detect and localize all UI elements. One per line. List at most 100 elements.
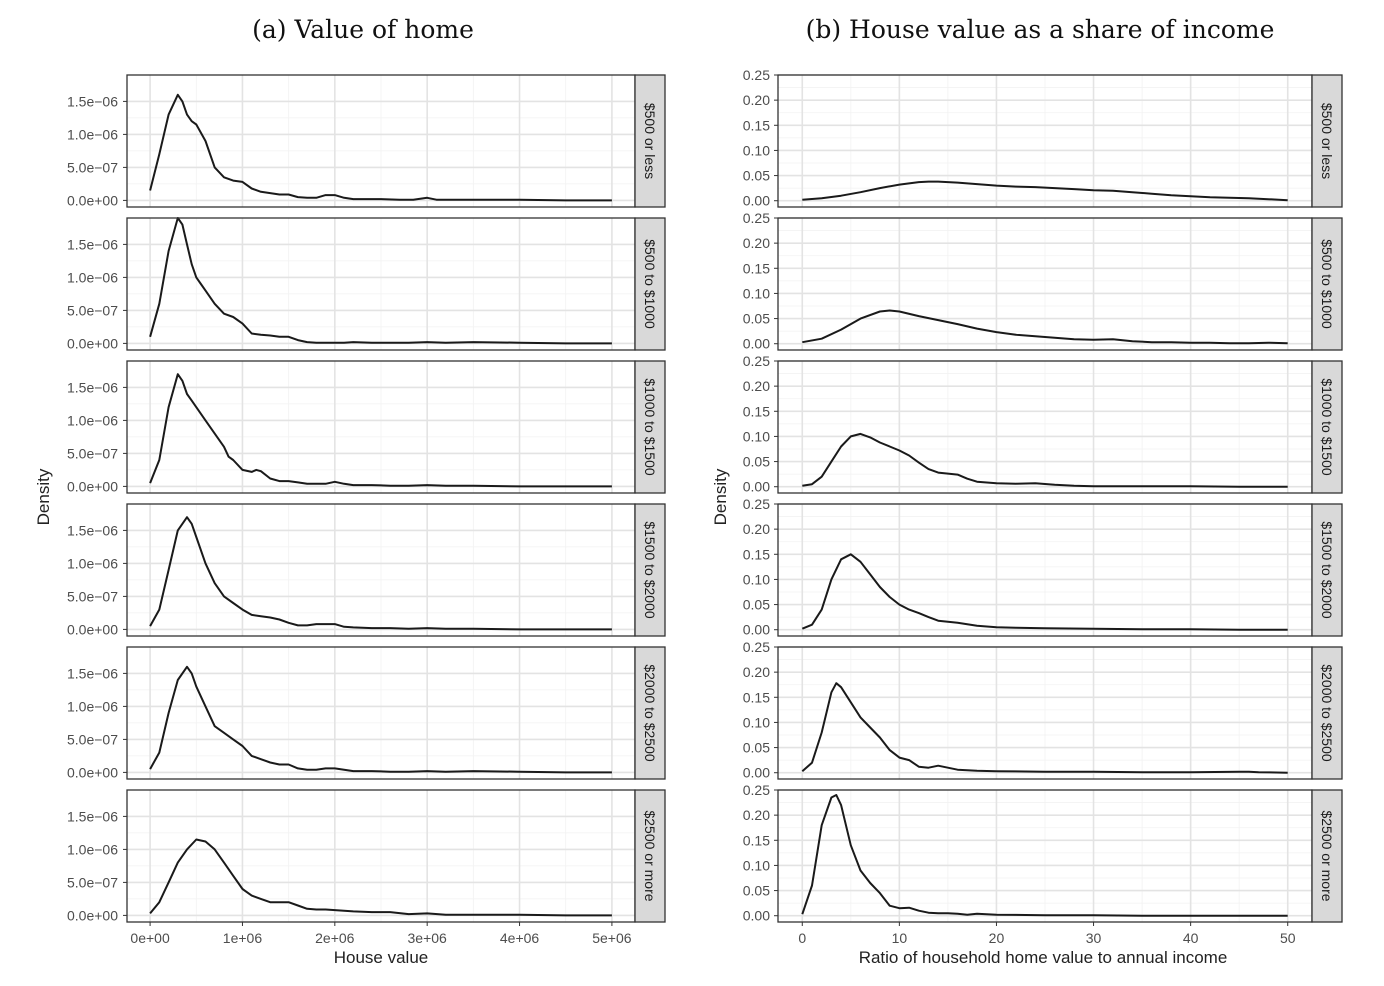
- facet-strip: [634, 74, 666, 208]
- y-tick-label: 0.15: [743, 832, 770, 848]
- density-line-500-to-1000: [802, 309, 1288, 345]
- y-tick-label: 0.15: [743, 260, 770, 276]
- density-line-500-or-less: [149, 93, 612, 202]
- y-tick-label: 1.0e−06: [67, 698, 118, 714]
- strip-label-2500-or-more: $2500 or more: [1319, 810, 1335, 901]
- y-tick-label: 0.0e+00: [67, 192, 118, 208]
- density-line-1500-to-2000: [149, 516, 612, 631]
- strip-label-2000-to-2500: $2000 to $2500: [1319, 664, 1335, 762]
- facet-a-500-or-less: 0.0e+00 5.0e−07 1.0e−06 1.5e−06 $500 or less: [67, 74, 666, 208]
- y-tick-label: 0.05: [743, 454, 770, 470]
- facet-b-500-or-less: 0.00 0.05 0.10 0.15 0.20 0.25 $500 or less: [743, 67, 1343, 209]
- x-tick-label: 30: [1086, 930, 1102, 946]
- y-tick-label: 1.0e−06: [67, 841, 118, 857]
- strip-label-2000-to-2500: $2000 to $2500: [642, 664, 658, 762]
- panel-a-value-of-home: 0.0e+00 5.0e−07 1.0e−06 1.5e−06 $500 or less…: [67, 74, 666, 946]
- facet-strip: [1311, 360, 1343, 494]
- y-tick-label: 5.0e−07: [67, 731, 118, 747]
- strip-label-500-or-less: $500 or less: [642, 103, 658, 179]
- density-line-1000-to-1500: [149, 373, 612, 488]
- strip-label-500-to-1000: $500 to $1000: [1319, 239, 1335, 329]
- facet-strip: [1311, 646, 1343, 780]
- facet-b-2500-or-more: 0.00 0.05 0.10 0.15 0.20 0.25 $2500 or more 0 10…: [743, 782, 1343, 946]
- y-tick-label: 1.5e−06: [67, 379, 118, 395]
- strip-label-1500-to-2000: $1500 to $2000: [642, 521, 658, 619]
- facet-strip: [634, 503, 666, 637]
- y-tick-label: 0.25: [743, 639, 770, 655]
- facet-b-1000-to-1500: 0.00 0.05 0.10 0.15 0.20 0.25 $1000 to $1500: [743, 353, 1343, 495]
- y-tick-label: 0.0e+00: [67, 478, 118, 494]
- facet-strip: [634, 360, 666, 494]
- x-tick-label: 5e+06: [592, 930, 632, 946]
- x-tick-label: 10: [892, 930, 908, 946]
- y-tick-label: 1.0e−06: [67, 555, 118, 571]
- facet-strip: [634, 646, 666, 780]
- facet-a-2000-to-2500: 0.0e+00 5.0e−07 1.0e−06 1.5e−06 $2000 to $25…: [67, 646, 666, 780]
- panel-b-y-axis-title: Density: [711, 468, 730, 525]
- y-tick-label: 0.05: [743, 311, 770, 327]
- y-tick-label: 0.20: [743, 235, 770, 251]
- y-tick-label: 0.00: [743, 193, 770, 209]
- facet-b-500-to-1000: 0.00 0.05 0.10 0.15 0.20 0.25 $500 to $1000: [743, 210, 1343, 352]
- y-tick-label: 0.05: [743, 168, 770, 184]
- strip-label-2500-or-more: $2500 or more: [642, 810, 658, 901]
- y-tick-label: 0.00: [743, 765, 770, 781]
- x-tick-label: 50: [1280, 930, 1296, 946]
- x-tick-label: 40: [1183, 930, 1199, 946]
- density-line-2000-to-2500: [149, 665, 612, 774]
- facet-strip: [634, 217, 666, 351]
- y-tick-label: 5.0e−07: [67, 159, 118, 175]
- x-tick-label: 4e+06: [500, 930, 540, 946]
- y-tick-label: 0.15: [743, 403, 770, 419]
- x-tick-label: 0: [798, 930, 806, 946]
- facet-strip: [1311, 503, 1343, 637]
- y-tick-label: 0.20: [743, 378, 770, 394]
- facet-strip: [1311, 789, 1343, 923]
- density-line-1500-to-2000: [801, 553, 1288, 631]
- y-tick-label: 0.0e+00: [67, 764, 118, 780]
- y-tick-label: 1.5e−06: [67, 522, 118, 538]
- y-tick-label: 0.0e+00: [67, 907, 118, 923]
- y-tick-label: 0.10: [743, 571, 770, 587]
- panel-b-title: (b) House value as a share of income: [806, 15, 1275, 44]
- y-tick-label: 5.0e−07: [67, 874, 118, 890]
- y-tick-label: 0.15: [743, 117, 770, 133]
- y-tick-label: 0.05: [743, 597, 770, 613]
- x-tick-label: 0e+00: [130, 930, 170, 946]
- y-tick-label: 0.15: [743, 689, 770, 705]
- y-tick-label: 1.0e−06: [67, 412, 118, 428]
- panel-a-y-axis-title: Density: [34, 468, 53, 525]
- x-tick-label: 20: [989, 930, 1005, 946]
- facet-strip: [1311, 74, 1343, 208]
- facet-a-1500-to-2000: 0.0e+00 5.0e−07 1.0e−06 1.5e−06 $1500 to $20…: [67, 503, 666, 637]
- y-tick-label: 0.20: [743, 807, 770, 823]
- y-tick-label: 0.20: [743, 664, 770, 680]
- y-tick-label: 1.0e−06: [67, 126, 118, 142]
- y-tick-label: 0.25: [743, 210, 770, 226]
- facet-a-500-to-1000: 0.0e+00 5.0e−07 1.0e−06 1.5e−06 $500 to $100…: [67, 217, 666, 351]
- panel-b-x-axis-title: Ratio of household home value to annual …: [859, 948, 1228, 967]
- y-tick-label: 0.00: [743, 479, 770, 495]
- density-line-1000-to-1500: [802, 432, 1288, 488]
- y-tick-label: 5.0e−07: [67, 588, 118, 604]
- y-tick-label: 1.5e−06: [67, 93, 118, 109]
- x-tick-label: 3e+06: [408, 930, 448, 946]
- strip-label-500-or-less: $500 or less: [1319, 103, 1335, 179]
- y-tick-label: 0.0e+00: [67, 621, 118, 637]
- y-tick-label: 1.0e−06: [67, 269, 118, 285]
- y-tick-label: 0.25: [743, 496, 770, 512]
- density-line-2000-to-2500: [801, 682, 1288, 774]
- x-tick-label: 2e+06: [315, 930, 355, 946]
- y-tick-label: 1.5e−06: [67, 236, 118, 252]
- y-tick-label: 0.05: [743, 883, 770, 899]
- y-tick-label: 0.10: [743, 714, 770, 730]
- y-tick-label: 0.00: [743, 908, 770, 924]
- facet-a-1000-to-1500: 0.0e+00 5.0e−07 1.0e−06 1.5e−06 $1000 to $15…: [67, 360, 666, 494]
- y-tick-label: 0.10: [743, 428, 770, 444]
- y-tick-label: 0.00: [743, 336, 770, 352]
- density-line-500-or-less: [802, 180, 1288, 202]
- facet-strip: [1311, 217, 1343, 351]
- strip-label-1000-to-1500: $1000 to $1500: [1319, 378, 1335, 476]
- y-tick-label: 0.10: [743, 142, 770, 158]
- x-tick-label: 1e+06: [223, 930, 263, 946]
